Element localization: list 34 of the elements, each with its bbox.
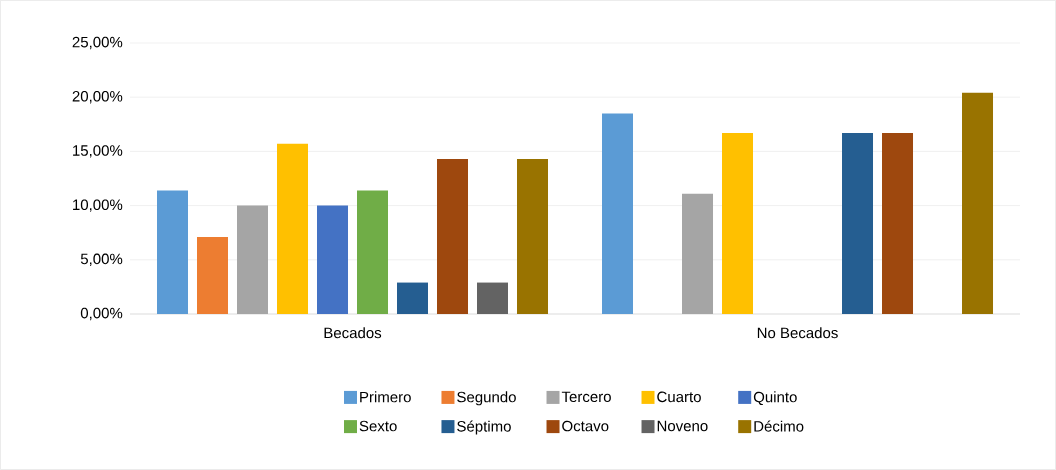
bar <box>882 132 914 314</box>
bar <box>437 158 468 314</box>
bar <box>237 205 268 314</box>
bar <box>517 158 548 314</box>
x-tick-label: No Becados <box>757 327 838 339</box>
legend-label: Quinto <box>753 391 797 406</box>
y-tick-label: 25,00% <box>72 36 123 50</box>
bar <box>962 92 994 314</box>
bar <box>197 237 228 314</box>
bar <box>842 132 874 314</box>
bar <box>397 282 428 314</box>
bar <box>277 143 308 314</box>
bar <box>722 132 754 314</box>
y-tick-label: 5,00% <box>80 253 123 266</box>
legend-label: Sexto <box>359 420 397 432</box>
bar <box>477 282 508 314</box>
bar <box>157 190 188 314</box>
legend-label: Primero <box>360 391 411 403</box>
bar <box>317 205 348 314</box>
y-tick-label: 0,00% <box>80 307 123 321</box>
legend-label: Cuarto <box>657 391 701 403</box>
bar <box>602 113 633 314</box>
legend-label: Octavo <box>562 420 609 432</box>
y-tick-label: 20,00% <box>72 91 123 104</box>
legend-label: Tercero <box>561 391 611 403</box>
legend-label: Segundo <box>457 391 516 406</box>
y-tick-label: 15,00% <box>73 145 123 158</box>
legend-label: Séptimo <box>457 420 511 435</box>
bar <box>357 190 388 314</box>
legend-label: Noveno <box>657 420 708 432</box>
legend-label: Décimo <box>754 420 804 432</box>
bar <box>682 193 714 314</box>
x-tick-label: Becados <box>324 327 382 339</box>
y-tick-label: 10,00% <box>73 199 123 212</box>
